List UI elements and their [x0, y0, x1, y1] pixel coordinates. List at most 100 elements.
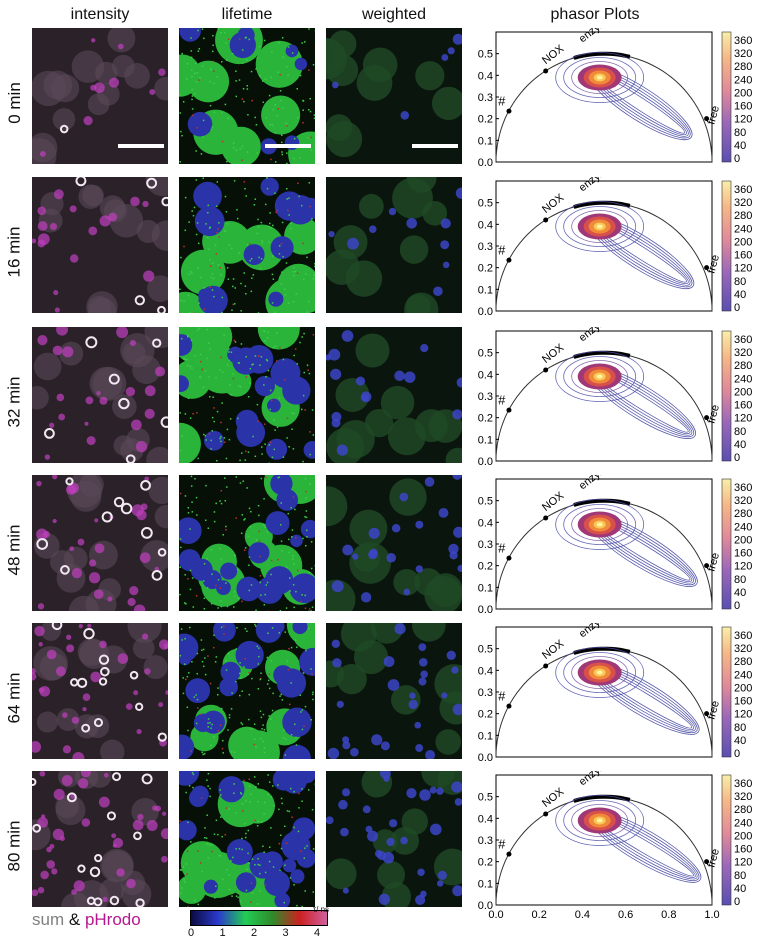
colorbar-tick-label: 160 — [734, 548, 752, 560]
colorbar-tick-label: 240 — [734, 669, 752, 681]
contour-peak — [596, 75, 603, 80]
enzyme-arc — [573, 498, 631, 507]
contour-line — [571, 804, 629, 837]
annotation-hash: # — [498, 689, 506, 704]
legend-amp: & — [68, 910, 81, 929]
weighted-image — [326, 28, 462, 164]
contour-line — [563, 652, 637, 693]
reference-point — [704, 265, 710, 271]
colorbar-tick-label: 120 — [734, 114, 752, 126]
x-tick-label: 0.6 — [618, 909, 633, 921]
phasor-plot: #NOXenzy.free0.00.10.20.30.40.5040801201… — [478, 177, 753, 318]
scale-bar — [265, 144, 311, 148]
colorbar-tick-label: 0 — [734, 452, 740, 464]
y-tick-label: 0.1 — [478, 582, 493, 594]
x-tick-label: 0.2 — [532, 909, 547, 921]
annotation-free: free — [705, 848, 722, 869]
weighted-image — [326, 475, 462, 611]
colorbar-tick-label: 80 — [734, 276, 746, 288]
colorbar-tick-label: 320 — [734, 495, 752, 507]
colorbar-tick-label: 280 — [734, 61, 752, 73]
enzyme-arc — [573, 350, 631, 359]
lifetime-image — [179, 177, 315, 313]
y-tick-label: 0.1 — [478, 878, 493, 890]
colorbar-tick-label: 360 — [734, 184, 752, 196]
contour-line — [555, 647, 645, 698]
contour-line — [555, 795, 645, 846]
colorbar-tick-label: 120 — [734, 263, 752, 275]
reference-point — [704, 116, 710, 122]
reference-point — [543, 515, 549, 521]
colorbar-tick-label: 0 — [734, 896, 740, 908]
row-label: 16 min — [5, 226, 24, 278]
colorbar-tick-label: 160 — [734, 250, 752, 262]
annotation-free: free — [705, 552, 722, 573]
row-label: 0 min — [5, 82, 25, 124]
annotation-hash: # — [498, 393, 506, 408]
y-tick-label: 0.5 — [478, 496, 493, 508]
reference-point — [506, 257, 512, 263]
header-intensity: intensity — [70, 6, 130, 23]
y-tick-label: 0.0 — [478, 157, 493, 169]
colorbar-tick-label: 240 — [734, 74, 752, 86]
colorbar-tick-label: 0 — [734, 600, 740, 612]
annotation-free: free — [705, 700, 722, 721]
intensity-image — [32, 327, 168, 463]
contour-peak — [596, 670, 603, 675]
enzyme-arc — [573, 794, 631, 803]
reference-point — [704, 415, 710, 421]
colorbar-tick-label: 120 — [734, 561, 752, 573]
colorbar-tick-label: 240 — [734, 521, 752, 533]
header-phasor: phasor Plots — [550, 6, 640, 23]
colorbar-tick-label: 160 — [734, 696, 752, 708]
colorbar — [721, 774, 732, 906]
intensity-legend: sum & pHrodo — [32, 910, 141, 930]
colorbar-tick-label: 160 — [734, 400, 752, 412]
scale-bar — [118, 144, 164, 148]
colorbar-tick-label: 200 — [734, 830, 752, 842]
colorbar-tick-label: 80 — [734, 426, 746, 438]
lifetime-colorbar-tick: 1 — [219, 927, 226, 939]
phasor-plot: #NOXenzy.free0.00.10.20.30.40.5040801201… — [478, 28, 753, 169]
reference-point — [704, 563, 710, 569]
y-tick-label: 0.3 — [478, 539, 493, 551]
reference-point — [506, 108, 512, 114]
colorbar-tick-label: 240 — [734, 817, 752, 829]
colorbar-tick-label: 0 — [734, 748, 740, 760]
scale-bar — [412, 144, 458, 148]
contour-line — [563, 57, 637, 98]
reference-point — [704, 859, 710, 865]
annotation-hash: # — [498, 94, 506, 109]
contour-peak — [596, 374, 603, 379]
contour-line — [555, 52, 645, 103]
x-tick-label: 0.4 — [575, 909, 590, 921]
y-tick-label: 0.4 — [478, 813, 493, 825]
y-tick-label: 0.2 — [478, 263, 493, 275]
lifetime-colorbar — [190, 910, 328, 926]
colorbar-tick-label: 40 — [734, 735, 746, 747]
weighted-image — [326, 623, 462, 759]
y-tick-label: 0.5 — [478, 49, 493, 61]
lifetime-image — [179, 475, 315, 611]
colorbar-tick-label: 80 — [734, 574, 746, 586]
lifetime-colorbar-unit: τ/ ns — [313, 905, 330, 914]
colorbar-tick-label: 280 — [734, 656, 752, 668]
colorbar-tick-label: 40 — [734, 883, 746, 895]
y-tick-label: 0.3 — [478, 687, 493, 699]
colorbar — [721, 180, 732, 312]
enzyme-arc — [573, 51, 631, 60]
y-tick-label: 0.0 — [478, 456, 493, 468]
row-label: 32 min — [5, 376, 24, 428]
legend-phrodo: pHrodo — [84, 910, 141, 929]
contour-line — [571, 656, 629, 689]
colorbar-tick-label: 360 — [734, 35, 752, 47]
y-tick-label: 0.4 — [478, 219, 493, 231]
annotation-free: free — [705, 404, 722, 425]
contour-line — [563, 504, 637, 545]
y-tick-label: 0.1 — [478, 284, 493, 296]
colorbar-tick-label: 360 — [734, 778, 752, 790]
colorbar-tick-label: 200 — [734, 386, 752, 398]
y-tick-label: 0.2 — [478, 709, 493, 721]
phasor-plot: #NOXenzy.free0.00.10.20.30.40.5040801201… — [478, 475, 753, 616]
colorbar-tick-label: 320 — [734, 643, 752, 655]
